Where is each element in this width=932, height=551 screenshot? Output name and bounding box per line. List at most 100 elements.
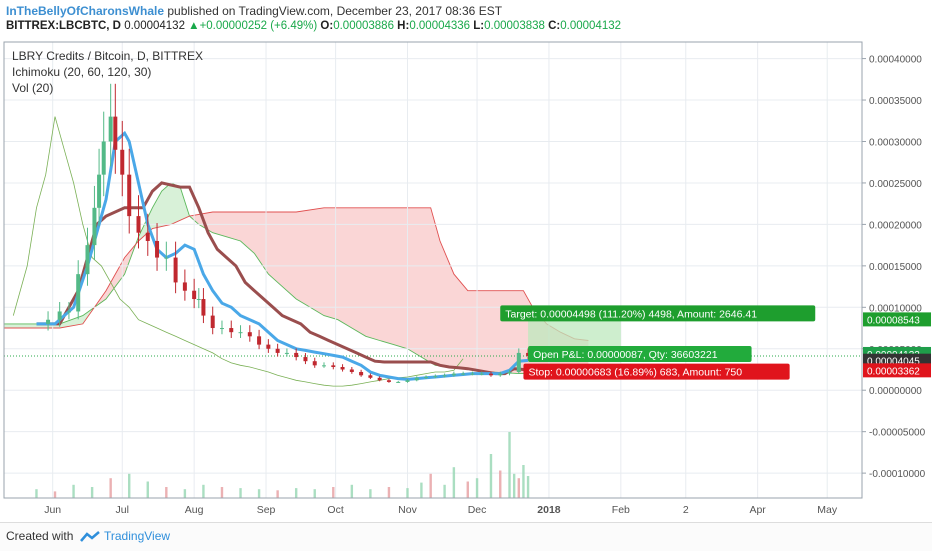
x-tick-label: Sep [257, 504, 276, 516]
candle-body [507, 371, 512, 374]
x-tick-label: May [817, 504, 838, 516]
candle-body [377, 377, 382, 381]
candle-body [405, 380, 410, 382]
x-tick-label: Apr [749, 504, 766, 516]
candle-body [247, 332, 252, 337]
legend-title: LBRY Credits / Bitcoin, D, BITTREX [12, 49, 203, 63]
quote-line: BITTREX:LBCBTC, D 0.00004132 ▲+0.0000025… [6, 20, 621, 32]
high-value: 0.00004336 [409, 20, 471, 32]
lagging-span-line [12, 116, 464, 387]
candle-body [516, 352, 521, 372]
volume-bar [517, 478, 520, 498]
volume-bar [466, 481, 469, 498]
candle-body [85, 245, 90, 275]
volume-bar [489, 454, 493, 498]
candle-body [97, 174, 102, 208]
cloud-bull-area [4, 304, 97, 328]
y-tick-label: 0.00040000 [869, 55, 922, 66]
volume-bar [239, 488, 242, 498]
candle-body [498, 373, 503, 376]
volume-bar [369, 489, 372, 498]
stop-label-box [523, 363, 790, 380]
stop-label-text: Stop: 0.00000683 (16.89%) 683, Amount: 7… [528, 367, 742, 379]
candle-body [396, 381, 401, 383]
candle-body [349, 369, 354, 372]
price-tag-label: 0.00008543 [867, 315, 920, 326]
change-value: +0.00000252 (+6.49%) [199, 20, 318, 32]
volume-bar [512, 473, 516, 498]
volume-bar [526, 476, 530, 498]
candle-body [201, 299, 206, 316]
price-chart[interactable]: 0.00040000 0.00035000 0.00030000 0.00025000… [0, 38, 932, 522]
close-label: C: [548, 20, 561, 32]
candle-body [145, 232, 150, 241]
y-tick-label: -0.00005000 [869, 428, 926, 439]
x-tick-label: Nov [398, 504, 417, 516]
volume-bar [146, 481, 149, 498]
volume-bar [499, 470, 502, 498]
candle-body [127, 174, 132, 217]
volume-bar [387, 487, 391, 498]
volume-bar [452, 467, 456, 498]
created-with-text: Created with [6, 529, 74, 543]
candle-body [113, 116, 118, 150]
close-value: 0.00004132 [560, 20, 622, 32]
candle-body [479, 373, 484, 375]
target-label-box [500, 305, 816, 322]
chart-area[interactable]: 0.00040000 0.00035000 0.00030000 0.00025000… [0, 38, 932, 522]
volume-bar [332, 487, 335, 498]
volume-bar [313, 489, 316, 498]
candle-body [294, 352, 299, 358]
candle-body [331, 365, 336, 368]
candle-body [470, 373, 475, 375]
y-tick-label: 0.00000000 [869, 386, 922, 397]
candle-body [359, 371, 364, 376]
candle-body [368, 375, 373, 378]
volume-bar [257, 489, 261, 498]
y-tick-label: -0.00010000 [869, 469, 926, 480]
y-tick-label: 0.00035000 [869, 96, 922, 107]
candle-body [424, 376, 429, 378]
candle-body [238, 332, 243, 334]
candle-body [76, 274, 81, 312]
volume-bar [429, 473, 432, 498]
volume-bar [508, 432, 511, 498]
price-tag-box [863, 312, 931, 327]
volume-bar [90, 487, 94, 498]
author-link[interactable]: InTheBellyOfCharonsWhale [6, 4, 165, 18]
candle-body [322, 365, 327, 367]
published-text: published on TradingView.com, December 2… [167, 4, 503, 18]
tradingview-brand-link[interactable]: TradingView [104, 529, 171, 543]
publish-line: InTheBellyOfCharonsWhale published on Tr… [6, 4, 502, 18]
tradingview-logo-icon [80, 531, 100, 542]
y-tick-label: 0.00030000 [869, 137, 922, 148]
pnl-label-text: Open P&L: 0.00000087, Qty: 36603221 [533, 349, 718, 361]
candle-body [196, 299, 201, 301]
volume-bar [53, 491, 57, 498]
candle-body [164, 257, 169, 259]
x-tick-label: Jul [116, 504, 129, 516]
volume-bar [350, 484, 354, 498]
x-tick-label: 2 [683, 504, 689, 516]
last-price: 0.00004132 [124, 20, 185, 32]
x-tick-label: Dec [468, 504, 487, 516]
candle-body [136, 216, 141, 233]
x-tick-label: 2018 [537, 504, 561, 516]
y-tick-label: 0.00015000 [869, 262, 922, 273]
candle-body [275, 348, 280, 353]
candle-body [66, 311, 71, 313]
candle-body [57, 311, 62, 320]
x-tick-label: Oct [327, 504, 343, 516]
leading-span-b-line [4, 207, 589, 341]
base-line [36, 181, 533, 376]
price-tag-label: 0.00003362 [867, 366, 920, 377]
y-tick-label: 0.00020000 [869, 220, 922, 231]
volume-bar [128, 473, 131, 498]
candle-body [192, 290, 197, 300]
candle-body [488, 373, 493, 376]
x-tick-label: Jun [44, 504, 61, 516]
conversion-line [36, 130, 529, 381]
volume-bar [165, 487, 168, 498]
candle-body [155, 240, 160, 258]
open-label: O: [320, 20, 334, 32]
